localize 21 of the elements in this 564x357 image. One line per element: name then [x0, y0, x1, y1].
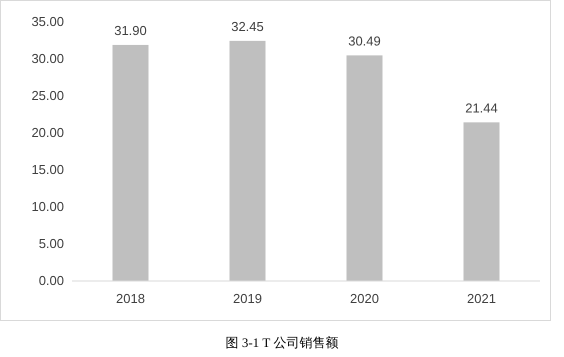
bar: [464, 122, 500, 281]
x-tick-label: 2018: [116, 291, 145, 306]
y-tick-label: 20.00: [31, 125, 64, 140]
data-label: 31.90: [114, 22, 147, 38]
y-tick-label: 5.00: [38, 236, 64, 251]
bar: [230, 40, 266, 281]
bar: [112, 44, 148, 281]
y-tick-label: 35.00: [31, 14, 64, 29]
y-tick-label: 15.00: [31, 162, 64, 177]
data-label: 30.49: [348, 33, 381, 48]
y-tick-label: 25.00: [31, 88, 64, 103]
data-label: 32.45: [231, 18, 264, 34]
y-tick-label: 30.00: [31, 51, 64, 66]
y-tick-label: 10.00: [31, 199, 64, 214]
x-tick-label: 2019: [233, 291, 262, 306]
x-tick-label: 2020: [350, 291, 379, 306]
caption: 图 3-1 T 公司销售额: [226, 335, 338, 350]
data-label: 21.44: [465, 100, 498, 116]
bar: [346, 55, 382, 281]
x-tick-label: 2021: [467, 291, 496, 306]
y-tick-label: 0.00: [38, 273, 64, 288]
